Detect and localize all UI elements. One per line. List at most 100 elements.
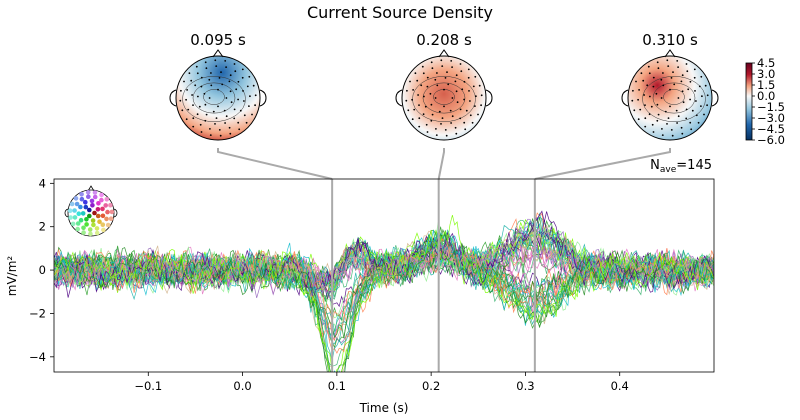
topomap-sensor-0-69 [188, 72, 191, 75]
y-axis-label: mV/m² [5, 256, 19, 297]
topomap-sensor-1-25 [450, 122, 452, 124]
topomap-sensor-0-22 [235, 88, 238, 91]
topomap-sensor-2-39 [691, 109, 694, 112]
topomap-sensor-1-61 [435, 134, 438, 137]
topomaps [169, 49, 719, 141]
topomap-sensor-2-28 [648, 113, 651, 116]
topomap-sensor-2-10 [673, 83, 676, 86]
topomap-sensor-1-51 [441, 65, 444, 67]
topomap-sensor-2-20 [670, 77, 673, 79]
colorbar-ticks: 4.53.01.50.0−1.5−3.0−4.5−6.0 [752, 56, 785, 147]
topomap-sensor-2-36 [689, 80, 692, 83]
topomap-connectors [217, 148, 671, 180]
inset-sensor-26 [72, 208, 77, 213]
topomap-sensor-1-17 [423, 95, 425, 98]
topomap-sensor-1-69 [414, 72, 417, 75]
topomap-contour-0-2 [192, 82, 236, 114]
topomap-sensor-2-12 [685, 108, 688, 111]
inset-sensor-10 [97, 219, 102, 224]
inset-sensor-1 [87, 213, 92, 219]
topomap-contour-1-2 [422, 82, 466, 114]
x-axis-ticks: −0.1 0.0 0.1 0.2 0.3 0.4 [134, 372, 629, 393]
inset-sensor-0 [92, 210, 97, 216]
x-tick-label-0: −0.1 [134, 379, 162, 393]
topomap-sensor-2-48 [642, 79, 645, 82]
topomap-fill-2 [628, 56, 712, 140]
topomap-sensor-0-56 [249, 95, 251, 98]
topomap-sensor-0-26 [214, 123, 216, 125]
y-axis-ticks: −4 −2 0 2 4 [29, 176, 54, 364]
inset-sensor-29 [86, 194, 91, 199]
topomap-label-3: 0.310 s [642, 31, 698, 49]
x-tick-label-1: 0.0 [233, 379, 251, 393]
topomap-sensor-2-53 [686, 70, 689, 73]
topomap-sensor-1-32 [426, 76, 429, 79]
topomap-sensor-2-47 [638, 89, 640, 91]
inset-sensor-4 [90, 218, 96, 223]
inset-sensor-31 [99, 197, 104, 203]
topomap-sensor-1-42 [435, 127, 437, 130]
topomap-contour-0-3 [182, 76, 246, 122]
inset-sensor-16 [83, 199, 88, 205]
colorbar-tick-label-0: 4.5 [757, 56, 775, 70]
colorbar-tick-label-3: 0.0 [757, 89, 775, 103]
topomap-sensor-2-41 [670, 129, 673, 131]
topomap-ear-right-2 [711, 89, 719, 107]
topomap-sensor-0-82 [238, 128, 241, 131]
colorbar-tick-label-1: 3.0 [757, 67, 775, 81]
inset-sensor-6 [80, 211, 86, 216]
topomap-sensor-1-29 [418, 104, 420, 106]
topomap-sensor-0-61 [209, 134, 212, 137]
topomap-sensor-0-76 [248, 75, 251, 78]
topomap-sensor-0-7 [204, 103, 207, 106]
topomap-sensor-1-36 [463, 80, 466, 83]
topomap-sensor-1-60 [445, 134, 448, 137]
topomap-sensor-1-26 [440, 123, 442, 125]
inset-sensor-42 [69, 201, 75, 207]
inset-sensor-32 [103, 203, 108, 208]
topomap-sensor-1-50 [431, 67, 434, 70]
topomap-1 [395, 49, 493, 141]
topomap-sensor-1-21 [454, 80, 457, 83]
topomap-sensor-0-31 [194, 84, 197, 87]
connector-2 [534, 148, 671, 180]
topomap-sensor-2-64 [637, 118, 640, 121]
series-group [54, 210, 714, 372]
topomap-sensor-2-57 [700, 105, 702, 107]
topomap-sensor-2-1 [669, 105, 671, 108]
topomap-sensor-0-32 [200, 76, 203, 79]
topomap-nose-1 [438, 49, 450, 58]
topomap-sensor-0-65 [181, 109, 184, 112]
inset-sensor-53 [101, 227, 106, 233]
inset-sensor-9 [95, 207, 101, 212]
topomap-sensor-2-34 [672, 71, 674, 73]
inset-sensor-17 [89, 198, 95, 204]
topomap-sensor-2-44 [644, 117, 647, 120]
inset-sensor-23 [81, 225, 86, 231]
topomap-sensor-0-62 [200, 131, 203, 133]
topomap-sensor-0-40 [228, 126, 231, 129]
inset-sensor-24 [75, 221, 81, 226]
topomap-sensor-2-74 [685, 63, 688, 65]
topomap-sensor-0-71 [204, 61, 207, 64]
connector-1 [437, 148, 445, 180]
topomap-nose-2 [664, 49, 676, 58]
colorbar: 4.53.01.50.0−1.5−3.0−4.5−6.0 [745, 56, 785, 147]
topomap-sensor-2-69 [640, 72, 643, 75]
topomap-sensor-2-15 [657, 113, 660, 116]
topomap-sensor-1-16 [424, 105, 427, 108]
topomap-sensor-0-81 [245, 121, 248, 124]
inset-sensor-51 [108, 216, 114, 221]
plot-frame [53, 178, 715, 373]
inset-sensor-37 [81, 230, 86, 235]
topomap-sensor-0-10 [221, 83, 224, 86]
inset-sensor-2 [87, 207, 92, 213]
nave-subscript: ave [660, 165, 677, 175]
inset-sensor-18 [96, 201, 101, 206]
topomap-sensor-2-45 [639, 108, 642, 111]
topomap-sensor-2-67 [632, 89, 634, 92]
topomap-contour-2-1 [663, 89, 685, 105]
inset-sensor-43 [73, 196, 79, 201]
topomap-sensor-2-4 [682, 101, 685, 104]
